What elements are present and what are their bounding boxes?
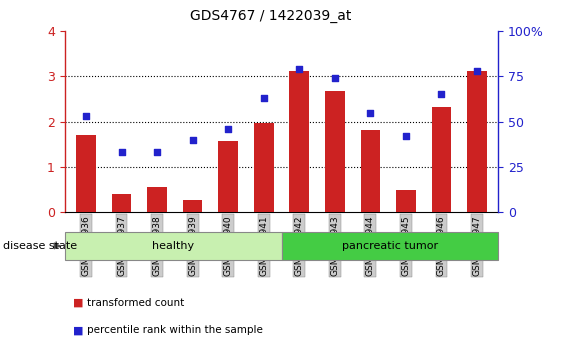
Text: percentile rank within the sample: percentile rank within the sample: [87, 325, 263, 335]
Text: healthy: healthy: [152, 241, 194, 251]
Point: [401, 133, 410, 139]
Point: [153, 150, 162, 155]
Point: [259, 95, 268, 101]
Point: [366, 110, 375, 115]
Text: GDS4767 / 1422039_at: GDS4767 / 1422039_at: [190, 9, 351, 23]
Bar: [325, 91, 345, 212]
Text: disease state: disease state: [3, 241, 77, 251]
Bar: [112, 194, 131, 212]
Bar: [218, 140, 238, 212]
Bar: [432, 107, 451, 212]
Point: [437, 91, 446, 97]
Point: [224, 126, 233, 132]
Point: [330, 75, 339, 81]
Bar: [183, 200, 203, 212]
Point: [295, 66, 304, 72]
Bar: [289, 71, 309, 212]
Text: transformed count: transformed count: [87, 298, 185, 308]
Point: [472, 68, 481, 74]
Text: ■: ■: [73, 325, 84, 335]
Point: [82, 113, 91, 119]
Bar: [467, 71, 486, 212]
Text: pancreatic tumor: pancreatic tumor: [342, 241, 438, 251]
Bar: [360, 130, 380, 212]
Point: [117, 150, 126, 155]
Bar: [148, 187, 167, 212]
Bar: [254, 123, 274, 212]
Point: [188, 137, 197, 143]
Bar: [77, 135, 96, 212]
Bar: [396, 189, 415, 212]
Text: ■: ■: [73, 298, 84, 308]
